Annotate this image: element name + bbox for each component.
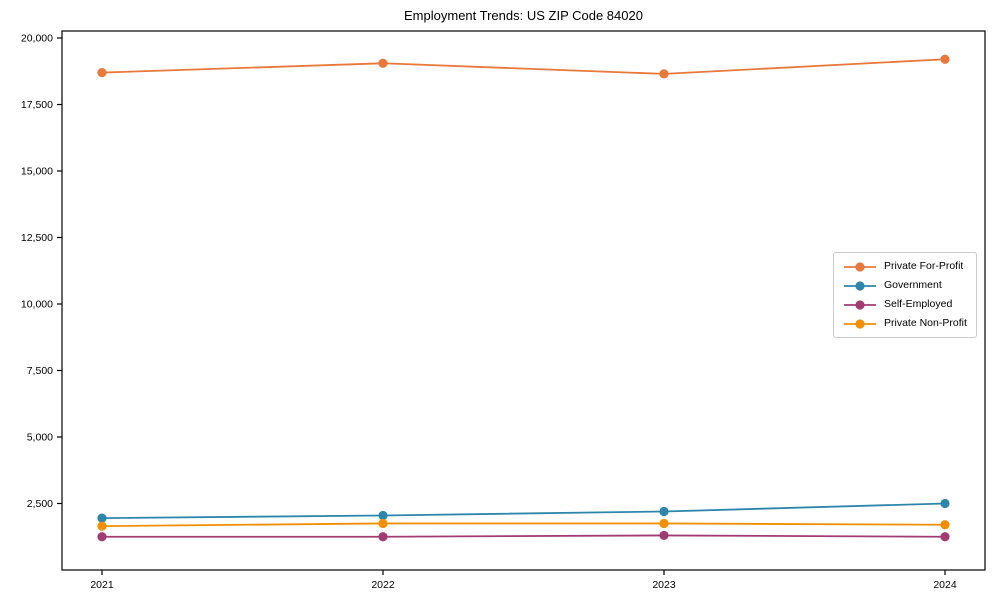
data-point-government-2024 <box>940 498 950 509</box>
data-point-private-for-profit-2024 <box>940 54 950 64</box>
data-point-private-non-profit-2024 <box>940 520 950 530</box>
data-point-self-employed-2024 <box>940 532 950 542</box>
x-axis-tick-label: 2023 <box>652 579 676 591</box>
data-point-self-employed-2023 <box>659 530 669 541</box>
chart-title: Employment Trends: US ZIP Code 84020 <box>404 8 643 23</box>
legend-label: Private Non-Profit <box>884 317 967 329</box>
data-point-self-employed-2022 <box>378 532 388 542</box>
legend-label: Private For-Profit <box>884 260 964 272</box>
y-axis-tick-label: 7,500 <box>27 365 53 377</box>
data-point-self-employed-2021 <box>97 532 107 542</box>
data-point-government-2021 <box>97 513 107 523</box>
x-axis-tick-label: 2022 <box>371 579 395 591</box>
series-line-private-non-profit <box>101 522 946 528</box>
y-axis-tick-label: 5,000 <box>27 431 53 443</box>
legend-item: Government <box>843 279 967 292</box>
legend-item: Private For-Profit <box>843 260 967 273</box>
legend-swatch-icon <box>844 318 876 329</box>
data-point-private-non-profit-2023 <box>659 518 669 529</box>
y-axis-tick-label: 12,500 <box>21 232 53 244</box>
data-point-government-2022 <box>378 510 388 521</box>
chart-legend: Private For-Profit Government Self-Employe… <box>833 252 977 338</box>
y-axis-tick-label: 10,000 <box>21 298 53 310</box>
data-point-private-non-profit-2021 <box>97 521 107 531</box>
x-axis-tick-label: 2024 <box>933 579 957 591</box>
legend-label: Government <box>884 279 942 291</box>
data-point-private-non-profit-2022 <box>378 518 388 529</box>
legend-swatch-icon <box>844 299 876 310</box>
plot-frame <box>61 30 986 571</box>
legend-swatch-icon <box>844 261 876 272</box>
y-axis-tick-label: 20,000 <box>21 32 53 44</box>
data-point-private-for-profit-2023 <box>659 69 669 79</box>
series-line-private-for-profit <box>101 58 946 75</box>
legend-item: Private Non-Profit <box>843 317 967 330</box>
legend-item: Self-Employed <box>843 298 967 311</box>
legend-swatch-icon <box>844 280 876 291</box>
y-axis-tick-label: 2,500 <box>27 498 53 510</box>
data-point-private-for-profit-2021 <box>97 67 107 78</box>
y-axis-tick-label: 15,000 <box>21 165 53 177</box>
legend-label: Self-Employed <box>884 298 953 310</box>
data-point-private-for-profit-2022 <box>378 58 388 68</box>
data-point-government-2023 <box>659 506 669 517</box>
series-line-self-employed <box>102 534 946 538</box>
x-axis-tick-label: 2021 <box>90 579 114 591</box>
y-axis-tick-label: 17,500 <box>21 99 53 111</box>
series-line-government <box>101 502 946 520</box>
